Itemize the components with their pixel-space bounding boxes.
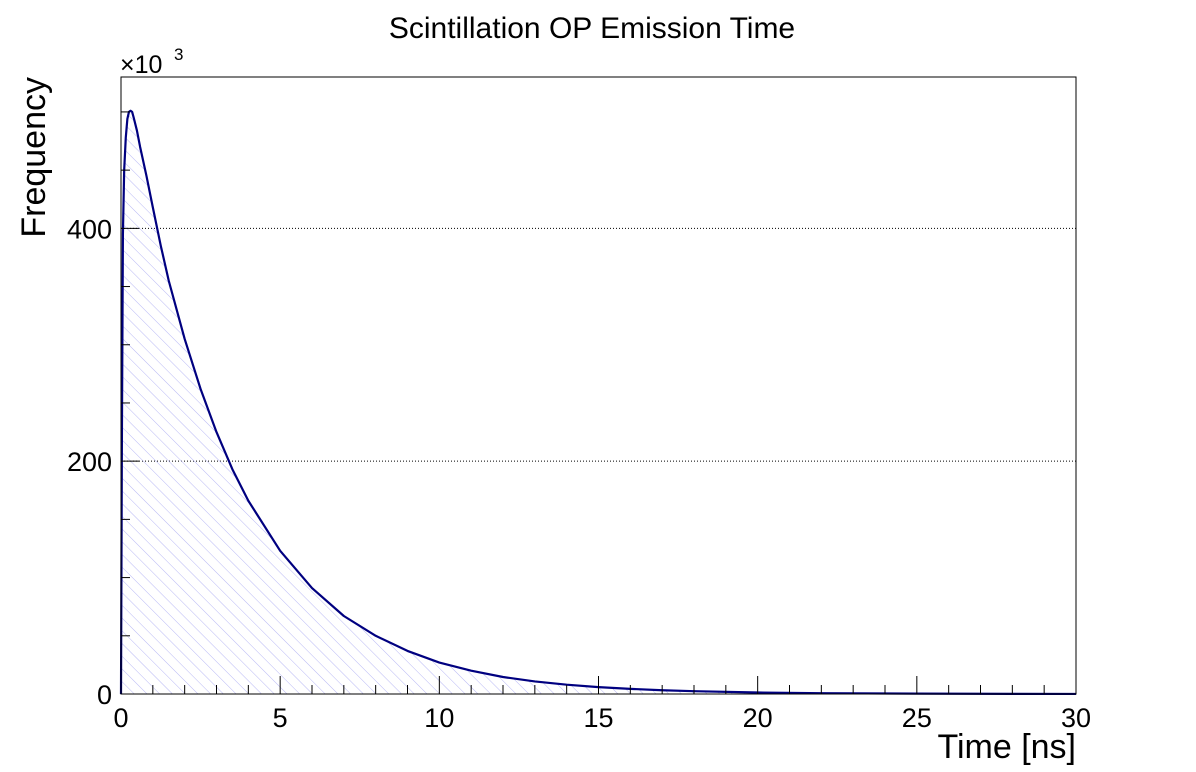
y-tick-label: 400 <box>67 214 112 244</box>
x-tick-label: 30 <box>1061 703 1091 733</box>
series-fill <box>121 110 1076 694</box>
plot-area <box>119 109 1077 696</box>
y-tick-label: 0 <box>97 680 112 710</box>
x-tick-label: 0 <box>113 703 128 733</box>
x-tick-label: 5 <box>273 703 288 733</box>
x-tick-label: 15 <box>583 703 613 733</box>
series-line <box>119 109 1077 696</box>
x-tick-label: 10 <box>424 703 454 733</box>
chart-title: Scintillation OP Emission Time <box>389 12 795 45</box>
x-tick-label: 25 <box>902 703 932 733</box>
y-tick-label: 200 <box>67 447 112 477</box>
y-multiplier-base: ×10 <box>120 51 162 79</box>
y-multiplier: ×10 3 <box>120 45 183 79</box>
y-multiplier-exponent: 3 <box>174 45 183 64</box>
x-axis: 0 5 10 15 20 25 30 <box>113 676 1091 733</box>
y-axis: 0 200 400 <box>67 111 139 710</box>
y-axis-label: Frequency <box>15 77 53 238</box>
grid-lines <box>121 227 1076 462</box>
x-axis-label: Time [ns] <box>937 728 1076 766</box>
x-tick-label: 20 <box>743 703 773 733</box>
